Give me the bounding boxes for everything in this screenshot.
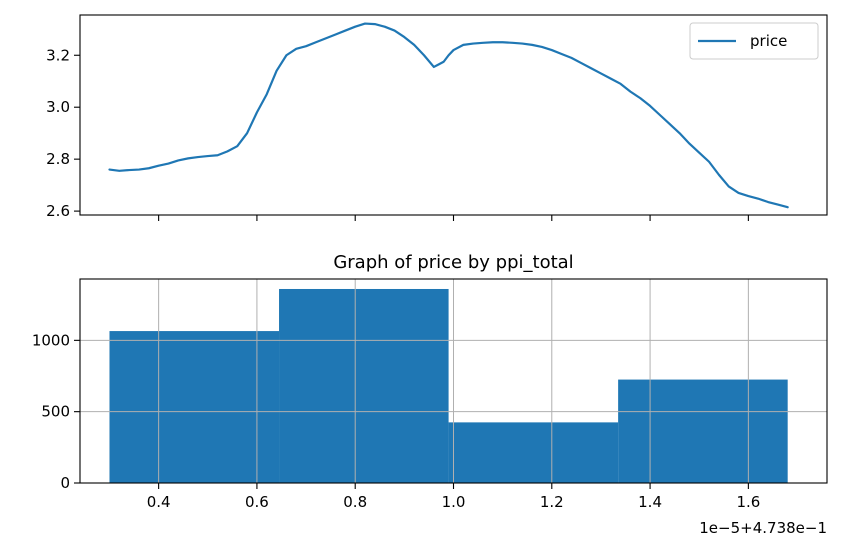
line-chart-x-axis: [158, 215, 749, 221]
histogram-bar: [279, 288, 449, 483]
histogram-bar: [109, 331, 280, 483]
histogram-bar: [448, 422, 619, 483]
y-tick-label: 3.0: [46, 98, 70, 116]
line-chart-panel: 2.6 2.8 3.0 3.2 price: [46, 14, 828, 221]
legend-label-price: price: [750, 32, 787, 50]
line-chart-y-axis: 2.6 2.8 3.0 3.2: [46, 46, 80, 220]
histogram-bars: [109, 288, 788, 483]
y-tick-label: 2.6: [46, 202, 70, 220]
y-tick-label: 2.8: [46, 150, 70, 168]
histogram-y-axis: 0 500 1000: [32, 331, 80, 492]
y-tick-label: 0: [60, 474, 70, 492]
histogram-frame: [79, 278, 828, 484]
line-chart-frame: [79, 14, 828, 216]
y-tick-label: 500: [41, 403, 70, 421]
x-tick-label: 1.4: [638, 493, 662, 511]
histogram-title: Graph of price by ppi_total: [333, 252, 573, 273]
histogram-x-axis: 0.4 0.6 0.8 1.0 1.2 1.4 1.6: [147, 483, 760, 511]
x-tick-label: 0.6: [245, 493, 269, 511]
histogram-panel: Graph of price by ppi_total 0 500 1000 0.4…: [32, 252, 828, 537]
y-tick-label: 3.2: [46, 46, 70, 64]
x-axis-offset-label: 1e−5+4.738e−1: [699, 519, 827, 537]
x-tick-label: 1.6: [736, 493, 760, 511]
x-tick-label: 0.8: [343, 493, 367, 511]
x-tick-label: 0.4: [147, 493, 171, 511]
y-tick-label: 1000: [32, 331, 70, 349]
histogram-bar: [618, 379, 788, 483]
legend: price: [689, 22, 819, 60]
legend-box: [689, 22, 819, 60]
x-tick-label: 1.2: [540, 493, 564, 511]
x-tick-label: 1.0: [442, 493, 466, 511]
price-series-line: [108, 22, 789, 209]
